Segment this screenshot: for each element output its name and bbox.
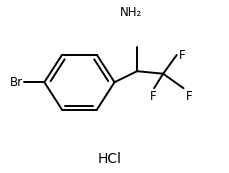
Text: NH₂: NH₂ [120, 6, 143, 19]
Text: F: F [186, 90, 192, 103]
Text: Br: Br [10, 76, 23, 89]
Text: F: F [179, 48, 185, 62]
Text: HCl: HCl [98, 152, 122, 166]
Text: F: F [150, 90, 156, 103]
